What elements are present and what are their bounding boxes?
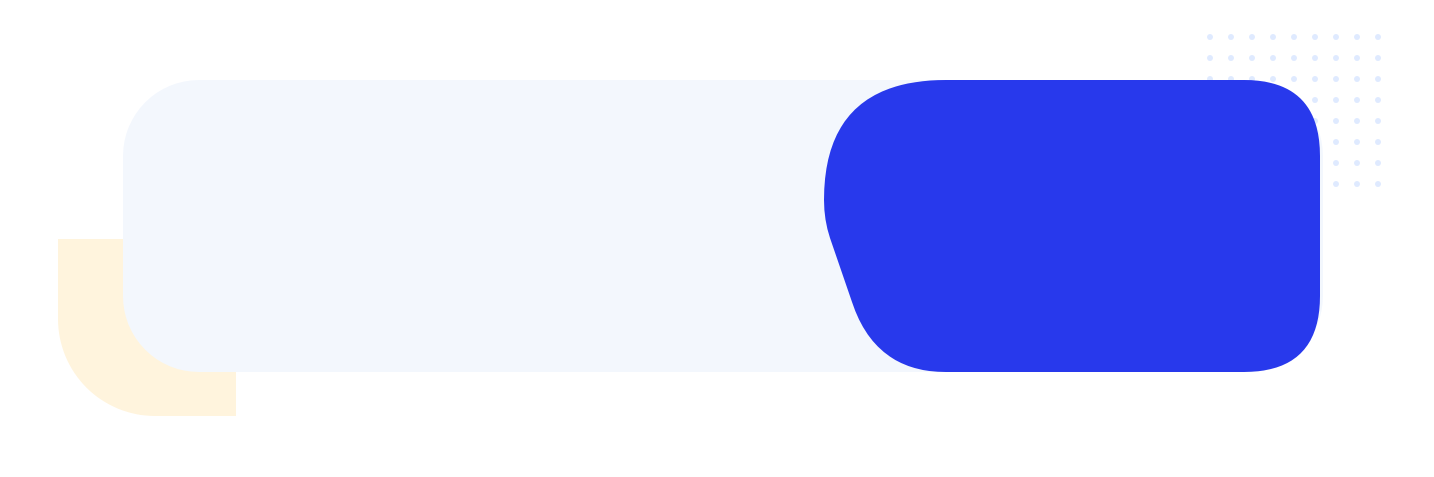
accent-panel — [824, 80, 1320, 372]
dot-grid-dot — [1333, 118, 1339, 124]
dot-grid-dot — [1249, 34, 1255, 40]
dot-grid-dot — [1207, 34, 1213, 40]
dot-grid-dot — [1354, 139, 1360, 145]
dot-grid-dot — [1375, 181, 1381, 187]
dot-grid-dot — [1333, 34, 1339, 40]
dot-grid-dot — [1354, 55, 1360, 61]
dot-grid-dot — [1228, 55, 1234, 61]
dot-grid-dot — [1354, 34, 1360, 40]
dot-grid-dot — [1291, 76, 1297, 82]
dot-grid-dot — [1270, 76, 1276, 82]
dot-grid-dot — [1312, 55, 1318, 61]
dot-grid-dot — [1333, 55, 1339, 61]
dot-grid-dot — [1333, 181, 1339, 187]
dot-grid-dot — [1333, 97, 1339, 103]
dot-grid-dot — [1354, 97, 1360, 103]
dot-grid-dot — [1354, 76, 1360, 82]
dot-grid-dot — [1375, 76, 1381, 82]
dot-grid-dot — [1333, 139, 1339, 145]
dot-grid-dot — [1354, 118, 1360, 124]
dot-grid-dot — [1375, 118, 1381, 124]
dot-grid-dot — [1270, 34, 1276, 40]
dot-grid-dot — [1354, 181, 1360, 187]
dot-grid-dot — [1249, 55, 1255, 61]
dot-grid-dot — [1375, 139, 1381, 145]
dot-grid-dot — [1312, 76, 1318, 82]
dot-grid-dot — [1375, 55, 1381, 61]
dot-grid-dot — [1333, 76, 1339, 82]
dot-grid-dot — [1291, 55, 1297, 61]
dot-grid-dot — [1207, 55, 1213, 61]
dot-grid-dot — [1375, 34, 1381, 40]
dot-grid-dot — [1312, 34, 1318, 40]
dot-grid-dot — [1312, 97, 1318, 103]
dot-grid-dot — [1270, 55, 1276, 61]
dot-grid-dot — [1375, 97, 1381, 103]
dot-grid-dot — [1291, 34, 1297, 40]
dot-grid-dot — [1354, 160, 1360, 166]
dot-grid-dot — [1333, 160, 1339, 166]
dot-grid-dot — [1228, 34, 1234, 40]
dot-grid-dot — [1375, 160, 1381, 166]
